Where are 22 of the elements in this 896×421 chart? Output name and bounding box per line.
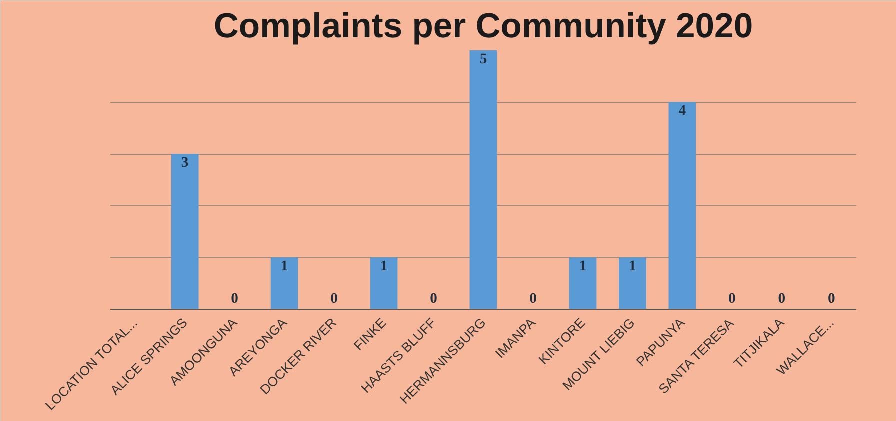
bar (370, 258, 398, 310)
data-label: 1 (629, 258, 636, 274)
bar (619, 258, 646, 310)
data-label: 0 (828, 291, 836, 308)
bar (171, 154, 199, 310)
data-label: 0 (530, 291, 537, 308)
data-label: 0 (430, 291, 438, 308)
bar (668, 102, 696, 310)
data-label: 0 (231, 291, 238, 308)
bar (470, 50, 498, 310)
bar (270, 258, 298, 310)
data-label: 3 (181, 154, 189, 171)
chart-title: Complaints per Community 2020 (214, 8, 754, 46)
bar (569, 258, 597, 310)
data-label: 1 (579, 258, 587, 274)
data-label: 1 (380, 258, 388, 274)
data-label: 0 (778, 291, 786, 308)
data-label: 0 (728, 291, 736, 308)
data-label: 4 (678, 103, 687, 120)
data-label: 0 (330, 291, 338, 308)
data-label: 1 (280, 258, 288, 274)
data-label: 5 (480, 51, 488, 68)
